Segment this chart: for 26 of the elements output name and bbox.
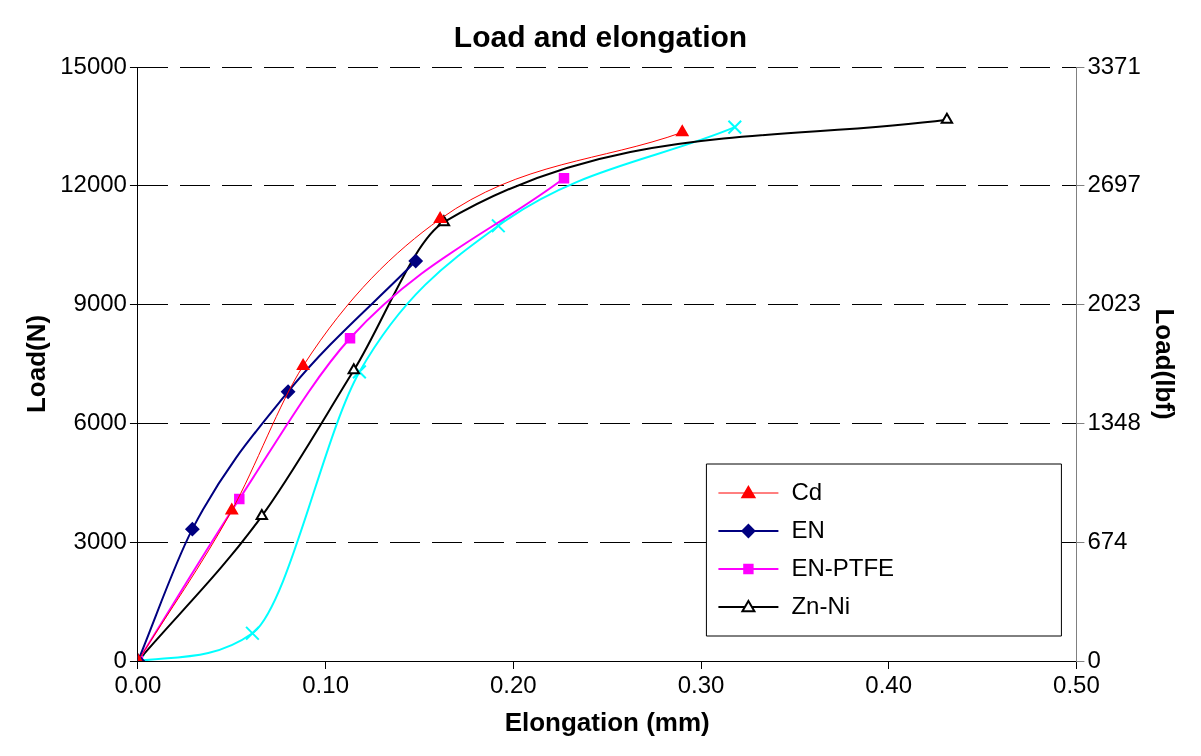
y-tick-label: 9000	[73, 289, 127, 317]
legend-label: Cd	[791, 477, 823, 505]
x-tick-label: 0.50	[1053, 671, 1100, 699]
y-tick-label: 3000	[73, 526, 127, 554]
y2-axis-title: Load(lbf)	[1150, 308, 1181, 420]
y2-tick-label: 1348	[1087, 408, 1141, 436]
x-tick-label: 0.20	[489, 671, 537, 699]
legend-label: EN-PTFE	[791, 553, 895, 581]
y-tick-label: 0	[113, 645, 127, 673]
x-tick-label: 0.30	[677, 671, 725, 699]
legend-label: Zn-Ni	[791, 591, 851, 619]
y-tick-label: 6000	[73, 408, 127, 436]
y-axis-title: Load(N)	[20, 314, 51, 414]
chart-title: Load and elongation	[453, 20, 748, 54]
y-tick-label: 15000	[60, 51, 127, 79]
y2-tick-label: 2023	[1087, 289, 1141, 317]
y2-tick-label: 674	[1087, 526, 1128, 554]
x-axis-title: Elongation (mm)	[504, 706, 710, 737]
y2-tick-label: 2697	[1087, 170, 1141, 198]
y2-tick-label: 0	[1087, 645, 1101, 673]
legend-label: EN	[791, 515, 825, 543]
x-tick-label: 0.00	[114, 671, 162, 699]
x-tick-label: 0.40	[865, 671, 913, 699]
y2-tick-label: 3371	[1087, 51, 1141, 79]
x-tick-label: 0.10	[302, 671, 349, 699]
y-tick-label: 12000	[60, 170, 127, 198]
